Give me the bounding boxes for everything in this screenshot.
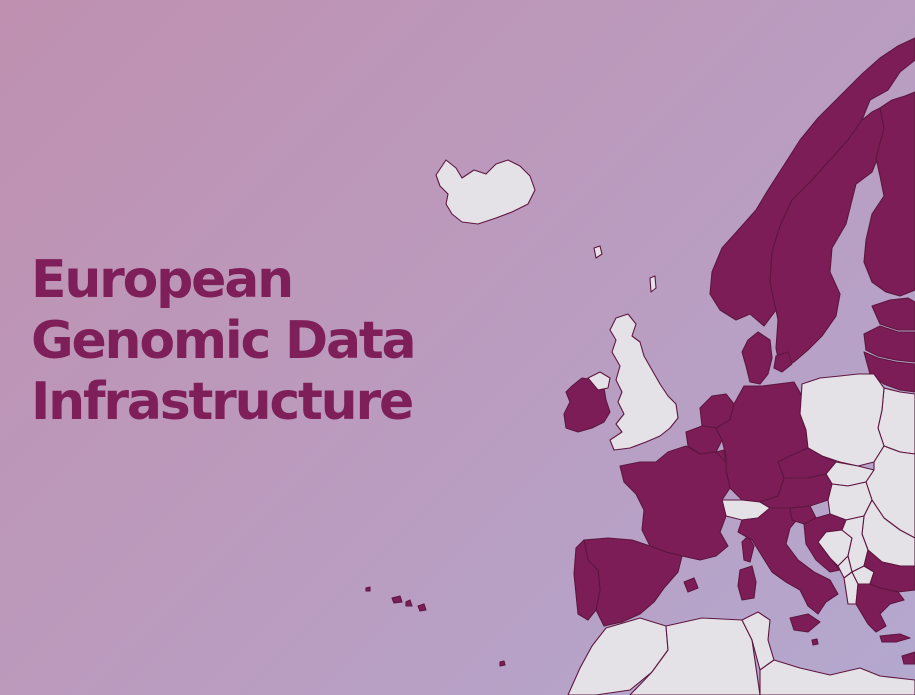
country-united-kingdom: [609, 313, 679, 451]
island-shetland: [649, 275, 657, 293]
country-algeria: [629, 617, 761, 695]
country-latvia: [863, 325, 915, 363]
country-norway: [709, 37, 915, 327]
island-zealand: [773, 351, 793, 373]
island-canary: [499, 660, 506, 667]
island-sicily: [789, 613, 821, 633]
country-morocco: [567, 617, 669, 695]
country-belgium: [685, 425, 723, 455]
country-northern-ireland: [587, 371, 611, 391]
title-line-1: European: [31, 250, 294, 310]
island-faroe: [593, 245, 603, 259]
country-greece: [855, 583, 905, 633]
country-estonia: [871, 297, 915, 331]
country-france: [619, 445, 731, 561]
country-cyprus: [901, 651, 915, 665]
country-tunisia: [741, 611, 775, 671]
country-denmark: [741, 331, 773, 385]
island-sardinia: [737, 565, 757, 601]
country-malta: [811, 638, 819, 646]
island-azores-3: [417, 603, 427, 612]
page-title: European Genomic Data Infrastructure: [31, 250, 417, 433]
island-azores-2: [405, 599, 413, 607]
country-iceland: [435, 159, 536, 225]
island-azores-1: [391, 595, 403, 604]
title-line-2: Genomic Data: [31, 311, 417, 371]
island-balearic: [683, 577, 699, 593]
country-finland: [863, 91, 915, 297]
title-line-3: Infrastructure: [31, 372, 414, 432]
island-madeira: [365, 586, 371, 592]
country-portugal: [573, 539, 601, 621]
country-sweden: [769, 107, 885, 369]
country-libya: [759, 659, 915, 695]
island-crete: [879, 633, 911, 643]
